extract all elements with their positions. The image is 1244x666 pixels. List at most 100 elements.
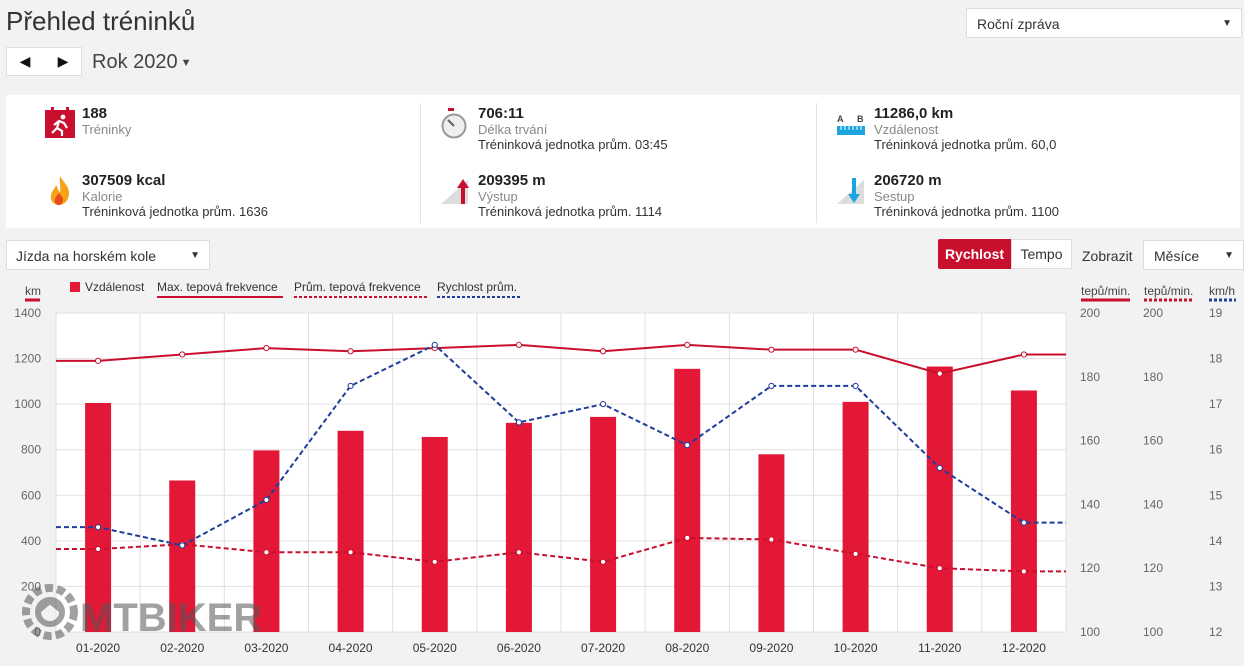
avg-hr-point <box>94 545 102 553</box>
y-tick-label: 1000 <box>14 397 41 411</box>
max-hr-point <box>1020 351 1028 358</box>
trainings-value: 188 <box>82 105 108 122</box>
bar-distance <box>590 416 617 632</box>
avg-hr-point <box>1020 568 1028 575</box>
avg-speed-point <box>936 464 943 472</box>
stats-panel: 188 Tréninky 706:11 Délka trvání Trénink… <box>6 95 1240 228</box>
legend-avg-speed: Rychlost prům. <box>437 280 517 294</box>
distance-value: 11286,0 km <box>874 105 954 122</box>
legend-avg-hr: Prům. tepová frekvence <box>294 280 421 294</box>
chevron-down-icon: ▼ <box>190 250 200 261</box>
max-hr-point <box>347 348 354 355</box>
y-tick-label: 600 <box>21 488 41 502</box>
arrow-right-icon: ▶ <box>57 53 69 69</box>
speed-axis-unit: km/h <box>1209 284 1235 298</box>
x-tick-label: 11-2020 <box>918 641 961 655</box>
max-hr-point <box>768 346 775 353</box>
avg-hr-point <box>684 534 691 541</box>
bar-distance <box>421 436 448 632</box>
avg-speed-point <box>431 341 438 349</box>
svg-text:A: A <box>837 114 844 124</box>
chevron-down-icon: ▼ <box>1224 250 1234 261</box>
legend-swatch-distance <box>70 282 80 292</box>
x-tick-label: 07-2020 <box>581 641 625 655</box>
x-tick-label: 05-2020 <box>413 641 457 655</box>
distance-label: Vzdálenost <box>874 122 939 137</box>
training-chart: 0200400600800100012001400100120140160180… <box>14 280 1236 655</box>
legend-max-hr: Max. tepová frekvence <box>157 280 278 294</box>
divider <box>816 103 817 223</box>
sport-select[interactable]: Jízda na horském kole ▼ <box>6 240 210 270</box>
speed-tick-label: 12 <box>1209 625 1223 639</box>
avg-hr-point <box>347 549 354 556</box>
page-title: Přehled tréninků <box>6 6 196 36</box>
chevron-down-icon: ▼ <box>1222 18 1232 29</box>
duration-label: Délka trvání <box>478 122 548 137</box>
bar-distance <box>505 422 532 632</box>
next-year-button[interactable]: ▶ <box>45 48 81 75</box>
x-tick-label: 04-2020 <box>329 641 373 655</box>
hr-max-tick-label: 160 <box>1080 434 1100 448</box>
hr-max-axis-unit: tepů/min. <box>1081 284 1130 298</box>
calories-label: Kalorie <box>82 189 123 204</box>
hr-avg-tick-label: 120 <box>1143 561 1163 575</box>
pace-button[interactable]: Tempo <box>1011 239 1072 269</box>
hr-avg-axis-unit: tepů/min. <box>1144 284 1193 298</box>
max-hr-point <box>936 370 943 377</box>
hr-max-tick-label: 140 <box>1080 497 1100 511</box>
speed-tick-label: 19 <box>1209 306 1223 320</box>
speed-tick-label: 14 <box>1209 534 1223 548</box>
max-hr-point <box>684 341 691 349</box>
y-tick-label: 400 <box>21 534 41 548</box>
avg-speed-point <box>1020 519 1028 526</box>
legend-distance: Vzdálenost <box>85 280 145 294</box>
calories-average: Tréninková jednotka prům. 1636 <box>82 204 268 219</box>
caret-down-icon: ▼ <box>180 57 192 69</box>
duration-value: 706:11 <box>478 105 524 122</box>
avg-speed-point <box>94 524 102 531</box>
prev-year-button[interactable]: ◀ <box>7 48 43 75</box>
avg-hr-point <box>263 549 270 556</box>
bar-distance <box>758 454 785 632</box>
speed-tick-label: 17 <box>1209 397 1223 411</box>
distance-average: Tréninková jednotka prům. 60,0 <box>874 137 1057 152</box>
speed-tick-label: 16 <box>1209 443 1223 457</box>
x-tick-label: 12-2020 <box>1002 641 1046 655</box>
bar-distance <box>926 366 953 632</box>
hr-max-tick-label: 200 <box>1080 306 1100 320</box>
speed-button[interactable]: Rychlost <box>938 239 1011 269</box>
avg-speed-point <box>768 382 775 390</box>
year-selector[interactable]: Rok 2020 ▼ <box>92 51 192 74</box>
x-tick-label: 08-2020 <box>665 641 709 655</box>
x-tick-label: 09-2020 <box>749 641 793 655</box>
hr-avg-tick-label: 100 <box>1143 625 1163 639</box>
year-label: Rok 2020 <box>92 51 178 73</box>
avg-hr-point <box>515 549 523 556</box>
sport-value: Jízda na horském kole <box>16 248 157 264</box>
left-axis-unit: km <box>25 284 41 298</box>
arrow-left-icon: ◀ <box>19 53 31 69</box>
calendar-runner-icon <box>45 107 75 138</box>
calories-value: 307509 kcal <box>82 172 166 189</box>
avg-hr-point <box>852 550 859 557</box>
ascent-value: 209395 m <box>478 172 546 189</box>
bar-distance <box>169 480 196 632</box>
hr-max-tick-label: 120 <box>1080 561 1100 575</box>
divider <box>420 103 421 223</box>
x-tick-label: 10-2020 <box>834 641 878 655</box>
x-tick-label: 02-2020 <box>160 641 204 655</box>
period-value: Měsíce <box>1154 248 1200 264</box>
bar-distance <box>337 430 364 632</box>
avg-hr-point <box>599 558 607 565</box>
flame-icon <box>50 176 70 205</box>
period-select[interactable]: Měsíce ▼ <box>1143 240 1244 270</box>
report-type-select[interactable]: Roční zpráva ▼ <box>966 8 1242 38</box>
descent-label: Sestup <box>874 189 915 204</box>
max-hr-line <box>56 343 1066 375</box>
trainings-label: Tréninky <box>82 122 132 137</box>
speed-tick-label: 15 <box>1209 488 1223 502</box>
max-hr-point <box>94 357 102 364</box>
bar-distance <box>842 401 869 632</box>
descent-average: Tréninková jednotka prům. 1100 <box>874 204 1059 219</box>
x-tick-label: 01-2020 <box>76 641 120 655</box>
